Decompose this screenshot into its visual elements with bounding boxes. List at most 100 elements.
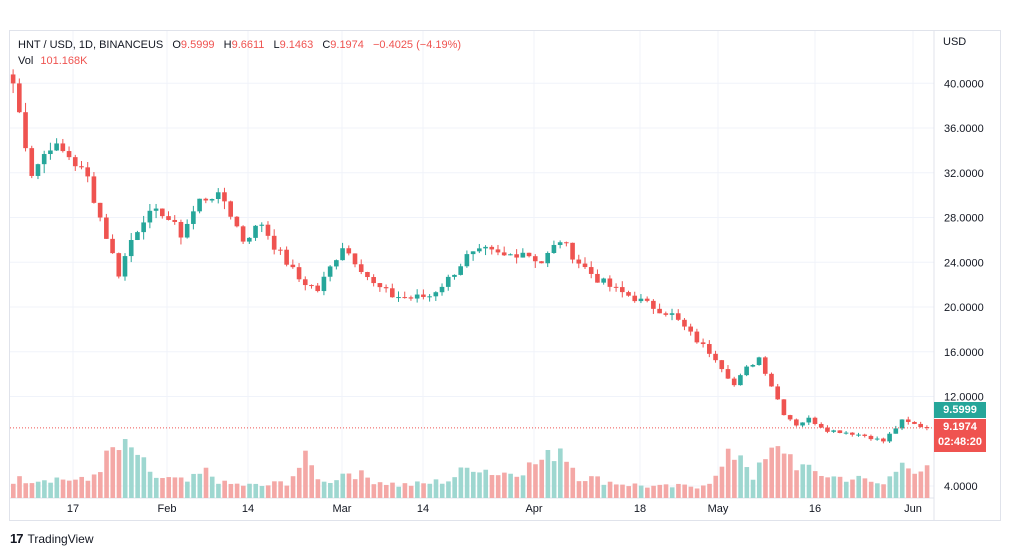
y-tick-label: 28.0000 [944,213,984,225]
volume-bar [73,479,78,498]
y-tick-label: 24.0000 [944,257,984,269]
candle-body [203,198,209,201]
volume-bar [446,481,451,498]
volume-bar [141,457,147,498]
candle-body [352,253,358,265]
volume-bar [638,485,644,498]
candle-body [794,419,799,426]
candle-body [104,217,109,239]
candle-body [427,296,432,298]
volume-bar [601,484,607,498]
candle-body [557,242,563,245]
y-tick-label: 16.0000 [944,347,984,359]
candle-body [421,294,426,297]
volume-bar [781,453,787,498]
candle-body [41,154,47,165]
candle-body [470,251,476,255]
volume-bar [104,450,109,498]
candle-body [520,252,526,258]
chart-frame [9,30,1001,521]
volume-bar [893,471,899,498]
volume-bar [843,481,849,498]
candle-body [54,143,59,151]
candle-body [818,423,824,428]
volume-bar [42,480,47,498]
volume-bar [464,467,470,498]
candle-body [588,267,594,274]
candle-body [97,202,103,218]
open-label: O [172,39,181,51]
candle-body [396,297,401,299]
volume-bar [296,467,302,498]
candle-body [91,176,97,203]
volume-bar [912,473,917,498]
close-price-tag: 9.1974 02:48:20 [934,419,986,452]
candle-body [539,261,544,264]
volume-bar [794,470,799,498]
volume-bar [688,486,694,498]
candle-body [159,208,165,217]
candle-body [582,263,588,268]
candle-body [334,260,339,267]
candle-body [265,224,271,236]
volume-bar [595,476,600,498]
candle-body [72,157,78,167]
candle-body [79,166,84,168]
candle-body [843,432,849,434]
y-tick-label: 20.0000 [944,302,984,314]
candle-body [29,148,35,176]
close-value: 9.1974 [330,39,364,51]
volume-bar [241,485,246,498]
volume-bar [178,477,184,498]
candle-body [222,192,227,202]
volume-bar [502,472,507,498]
y-tick-label: 32.0000 [944,168,984,180]
volume-bar [707,483,712,498]
candle-body [346,248,352,254]
x-tick-label: Apr [525,503,542,515]
volume-bar [272,481,277,498]
volume-bar [862,478,868,498]
volume-bar [819,475,824,498]
candle-body [327,266,333,277]
candle-body [570,242,575,260]
volume-bar [328,482,333,498]
volume-bar [439,483,445,498]
candle-body [595,273,600,283]
close-label: C [322,39,331,51]
volume-bar [458,467,464,498]
candle-body [694,331,700,343]
bar-countdown: 02:48:20 [937,436,983,448]
brand-label[interactable]: TradingView [27,531,94,546]
candle-body [856,434,861,436]
x-tick-label: 16 [809,503,821,515]
volume-bar [185,481,190,498]
y-tick-label: 36.0000 [944,123,984,135]
symbol-label[interactable]: HNT / USD, 1D, BINANCEUS [18,39,164,51]
candle-body [756,357,762,366]
candle-body [893,428,899,434]
volume-bar [153,477,159,498]
volume-bar [613,484,619,498]
volume-bar [29,483,35,498]
candle-body [85,167,91,177]
candle-body [787,415,793,420]
candle-body [184,223,190,238]
candle-body [545,252,551,264]
candle-body [439,286,445,293]
volume-value: 101.168K [40,55,88,67]
candle-body [682,319,687,327]
candle-body [688,326,693,332]
currency-label[interactable]: USD [943,36,967,48]
volume-bar [334,480,339,498]
candle-body [675,313,681,320]
footer: 17 TradingView [10,531,94,546]
volume-bar [172,477,178,498]
candle-body [408,297,414,299]
volume-bar [906,468,911,498]
candle-body [464,254,470,267]
volume-bar [203,467,209,498]
tradingview-logo-icon[interactable]: 17 [10,531,24,546]
candle-body [769,373,774,387]
